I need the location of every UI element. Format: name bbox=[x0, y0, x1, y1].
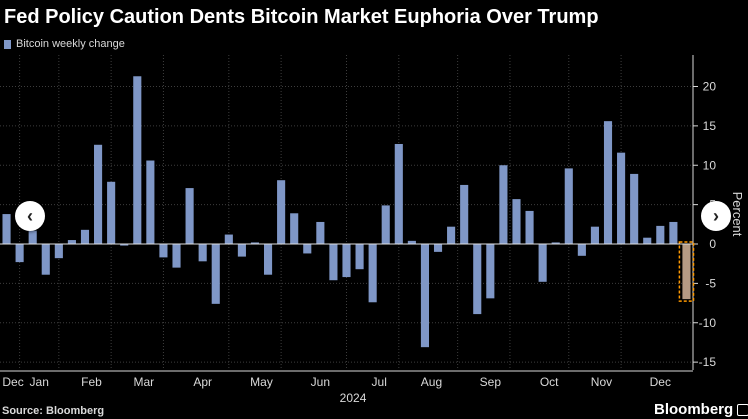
bar bbox=[564, 168, 573, 244]
bar bbox=[394, 143, 403, 244]
bar bbox=[538, 244, 547, 282]
y-tick-label: 20 bbox=[703, 80, 717, 94]
brand-text: Bloomberg bbox=[654, 401, 734, 418]
y-tick-label: -5 bbox=[705, 276, 716, 290]
bar bbox=[603, 121, 613, 244]
next-chart-button[interactable]: › bbox=[701, 201, 731, 231]
source-note: Source: Bloomberg bbox=[2, 405, 105, 417]
bar bbox=[263, 244, 273, 275]
bar bbox=[656, 225, 665, 244]
bar bbox=[159, 244, 168, 258]
bar bbox=[316, 221, 325, 244]
x-tick-label: Sep bbox=[480, 375, 502, 389]
brand-mark-icon bbox=[737, 403, 748, 416]
bar bbox=[237, 244, 246, 257]
bar bbox=[15, 244, 24, 263]
bar bbox=[486, 244, 495, 299]
bar bbox=[41, 244, 50, 275]
x-tick-label: Nov bbox=[591, 375, 612, 389]
bar bbox=[224, 234, 233, 244]
bar bbox=[198, 244, 207, 262]
bar bbox=[185, 188, 194, 244]
legend-label: Bitcoin weekly change bbox=[16, 38, 125, 50]
y-tick-label: 10 bbox=[703, 158, 717, 172]
bar bbox=[342, 244, 351, 278]
bar bbox=[172, 244, 181, 268]
chevron-left-icon: ‹ bbox=[27, 205, 33, 226]
bar bbox=[277, 180, 286, 244]
bar bbox=[447, 226, 456, 244]
bar bbox=[551, 242, 560, 244]
x-tick-label: Feb bbox=[81, 375, 102, 389]
bar bbox=[499, 165, 508, 244]
bar bbox=[381, 205, 390, 244]
x-tick-label: Jul bbox=[372, 375, 387, 389]
bar bbox=[643, 237, 652, 244]
bar bbox=[290, 213, 299, 244]
bar bbox=[146, 160, 155, 244]
bar bbox=[94, 144, 103, 244]
bar bbox=[617, 152, 626, 244]
bar bbox=[67, 240, 76, 244]
bar bbox=[630, 173, 639, 244]
bar bbox=[250, 242, 260, 244]
x-tick-label: Jan bbox=[30, 375, 49, 389]
x-axis-year-label: 2024 bbox=[340, 391, 367, 405]
bar bbox=[2, 214, 11, 244]
bar bbox=[420, 244, 430, 348]
x-tick-label: Mar bbox=[133, 375, 154, 389]
x-tick-label: Jun bbox=[311, 375, 330, 389]
y-tick-label: 15 bbox=[703, 119, 717, 133]
y-tick-label: 0 bbox=[709, 237, 716, 251]
bar bbox=[355, 244, 364, 270]
bar bbox=[669, 221, 678, 244]
x-tick-label: Apr bbox=[193, 375, 212, 389]
bar bbox=[473, 244, 482, 315]
bar bbox=[460, 184, 469, 244]
bar bbox=[577, 244, 586, 256]
bar bbox=[80, 229, 90, 244]
bar bbox=[303, 244, 312, 254]
highlight-box bbox=[678, 241, 695, 302]
x-tick-label: Aug bbox=[421, 375, 442, 389]
legend: Bitcoin weekly change bbox=[4, 38, 125, 50]
previous-chart-button[interactable]: ‹ bbox=[15, 201, 45, 231]
bar bbox=[211, 244, 220, 304]
x-tick-label: Oct bbox=[540, 375, 559, 389]
x-tick-label: Dec bbox=[650, 375, 671, 389]
bar bbox=[329, 244, 338, 281]
chart-title: Fed Policy Caution Dents Bitcoin Market … bbox=[4, 6, 599, 28]
bar bbox=[512, 199, 521, 244]
bar bbox=[28, 230, 37, 244]
bar bbox=[133, 76, 142, 244]
bar bbox=[368, 244, 377, 303]
bar bbox=[525, 210, 534, 244]
y-tick-label: -15 bbox=[699, 355, 717, 369]
bar bbox=[120, 244, 129, 246]
chevron-right-icon: › bbox=[713, 205, 719, 226]
bloomberg-logo: Bloomberg bbox=[654, 401, 748, 418]
bar bbox=[590, 226, 599, 244]
bar bbox=[407, 240, 416, 244]
bar bbox=[54, 244, 63, 259]
legend-swatch bbox=[4, 39, 11, 49]
highlighted-bar bbox=[682, 244, 691, 300]
x-tick-label: May bbox=[250, 375, 273, 389]
y-tick-label: -10 bbox=[699, 316, 717, 330]
y-axis-label: Percent bbox=[730, 192, 745, 237]
x-tick-label: Dec bbox=[2, 375, 23, 389]
bar bbox=[433, 244, 443, 252]
bar bbox=[107, 181, 116, 244]
